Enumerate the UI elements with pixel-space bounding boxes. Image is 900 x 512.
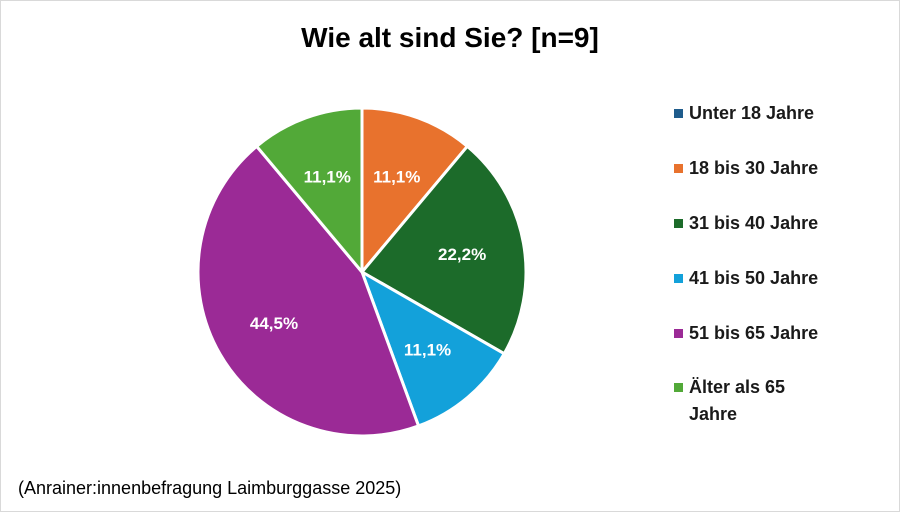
data-label-41-bis-50-jahre: 11,1% [404,341,451,360]
chart-title: Wie alt sind Sie? [n=9] [301,22,599,53]
pie-slice-41-bis-50-jahre [360,270,506,428]
legend-item-18-bis-30-jahre: 18 bis 30 Jahre [674,155,874,182]
legend-label: 51 bis 65 Jahre [689,323,819,343]
source-note: (Anrainer:innenbefragung Laimburggasse 2… [18,478,402,498]
legend-label: Unter 18 Jahre [689,103,815,123]
pie-slice-aelter-als-65-jahre [255,106,364,274]
legend-swatch [674,274,683,283]
pie-slice-31-bis-40-jahre [360,144,528,356]
legend-label: 31 bis 40 Jahre [689,213,819,233]
data-label-31-bis-40-jahre: 22,2% [438,245,486,264]
legend-item-41-bis-50-jahre: 41 bis 50 Jahre [674,265,874,292]
data-label-18-bis-30-jahre: 11,1% [373,167,420,186]
data-label-51-bis-65-jahre: 44,5% [250,314,298,333]
legend-item-unter-18-jahre: Unter 18 Jahre [674,100,874,127]
legend-item-aelter-als-65-jahre: Älter als 65 Jahre [674,374,874,428]
legend-swatch [674,109,683,118]
legend-swatch [674,383,683,392]
legend-swatch [674,329,683,338]
data-label-aelter-als-65-jahre: 11,1% [304,167,351,186]
legend-label: Älter als 65 Jahre [689,377,786,424]
legend-swatch [674,164,683,173]
legend-label: 41 bis 50 Jahre [689,268,819,288]
legend-swatch [674,219,683,228]
pie-slice-51-bis-65-jahre [196,144,421,438]
legend-item-31-bis-40-jahre: 31 bis 40 Jahre [674,210,874,237]
pie-slice-18-bis-30-jahre [360,106,469,274]
legend-item-51-bis-65-jahre: 51 bis 65 Jahre [674,320,874,347]
legend-label: 18 bis 30 Jahre [689,158,819,178]
